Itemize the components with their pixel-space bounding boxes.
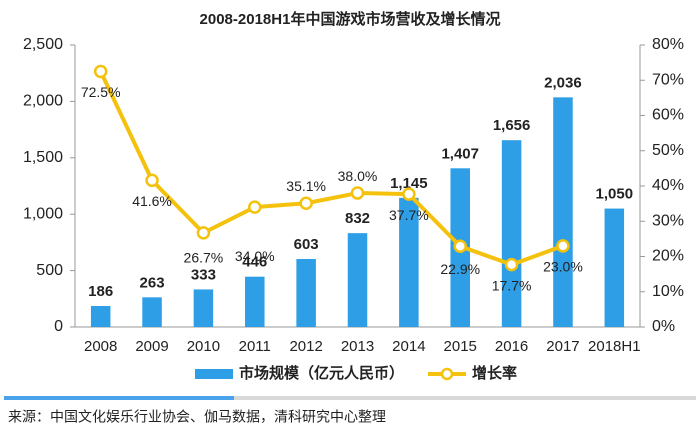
bar-value-label: 1,145 xyxy=(390,175,428,192)
legend-label: 市场规模（亿元人民币） xyxy=(239,364,404,382)
y-tick-label: 1,500 xyxy=(23,149,63,166)
line-value-label: 37.7% xyxy=(389,207,429,223)
line-value-label: 72.5% xyxy=(81,84,121,100)
line-value-label: 17.7% xyxy=(492,277,532,293)
bar-value-label: 603 xyxy=(294,236,319,253)
bar xyxy=(193,289,214,327)
line-marker xyxy=(248,200,262,214)
line-marker xyxy=(350,186,365,200)
chart-title: 2008-2018H1年中国游戏市场营收及增长情况 xyxy=(200,10,501,28)
line-marker xyxy=(299,196,313,211)
line-value-label: 23.0% xyxy=(543,259,583,275)
y2-tick-label: 20% xyxy=(652,248,684,265)
y2-tick-label: 80% xyxy=(652,36,684,53)
bar xyxy=(399,197,419,327)
bar xyxy=(553,97,573,327)
line-value-label: 26.7% xyxy=(184,250,224,266)
y2-tick-label: 40% xyxy=(652,177,684,194)
line xyxy=(98,70,564,267)
bar xyxy=(501,140,522,327)
divider-accent xyxy=(4,396,234,400)
bar xyxy=(245,276,265,327)
y2-tick-label: 30% xyxy=(652,212,684,229)
bar xyxy=(90,306,111,327)
bar-value-label: 446 xyxy=(242,254,267,271)
y-tick-label: 2,000 xyxy=(23,93,63,110)
legend-label: 增长率 xyxy=(472,364,517,382)
line-marker xyxy=(556,239,570,253)
line-value-label: 41.6% xyxy=(132,193,172,209)
x-tick-label: 2015 xyxy=(444,338,477,355)
bar xyxy=(604,208,625,327)
x-tick-label: 2017 xyxy=(546,338,579,355)
divider xyxy=(234,396,696,400)
x-tick-label: 2012 xyxy=(289,338,322,355)
x-tick-label: 2009 xyxy=(135,338,168,355)
line-value-label: 22.9% xyxy=(440,261,480,277)
bar xyxy=(296,258,316,327)
line-marker xyxy=(93,64,108,79)
source-note: 来源：中国文化娱乐行业协会、伽马数据，清科研究中心整理 xyxy=(8,409,386,425)
x-tick-label: 2013 xyxy=(341,338,374,355)
line-marker xyxy=(196,226,211,240)
bar xyxy=(142,297,162,327)
x-tick-label: 2016 xyxy=(495,338,528,355)
legend-marker xyxy=(440,367,454,381)
line-marker xyxy=(504,257,519,272)
y2-tick-label: 70% xyxy=(652,71,684,88)
line-marker xyxy=(402,187,416,201)
bar-value-label: 186 xyxy=(88,283,113,300)
y-tick-label: 1,000 xyxy=(23,205,63,222)
x-tick-label: 2011 xyxy=(239,338,271,355)
y2-tick-label: 0% xyxy=(652,318,675,335)
line-marker xyxy=(145,173,159,188)
y2-tick-label: 10% xyxy=(652,283,684,300)
y2-tick-label: 60% xyxy=(652,107,684,124)
x-tick-label: 2010 xyxy=(187,338,220,355)
bar-value-label: 263 xyxy=(140,274,165,291)
y-tick-label: 2,500 xyxy=(23,36,63,53)
bar-value-label: 1,050 xyxy=(596,186,634,203)
legend-swatch xyxy=(195,369,233,379)
x-tick-label: 2018H1 xyxy=(588,338,641,355)
x-tick-label: 2014 xyxy=(392,338,425,355)
bar-value-label: 2,036 xyxy=(544,74,582,91)
y-tick-label: 0 xyxy=(54,318,63,335)
y2-tick-label: 50% xyxy=(652,142,684,159)
line-value-label: 38.0% xyxy=(338,168,378,184)
bar-value-label: 832 xyxy=(345,210,370,227)
line-marker xyxy=(453,239,467,254)
y-tick-label: 500 xyxy=(36,262,63,279)
x-tick-label: 2008 xyxy=(84,338,117,355)
bar-value-label: 1,656 xyxy=(493,117,531,134)
line-value-label: 34.0% xyxy=(235,248,275,264)
line-value-label: 35.1% xyxy=(286,178,326,194)
bar-value-label: 333 xyxy=(191,266,216,283)
bar xyxy=(347,233,368,327)
bar-value-label: 1,407 xyxy=(441,145,479,162)
